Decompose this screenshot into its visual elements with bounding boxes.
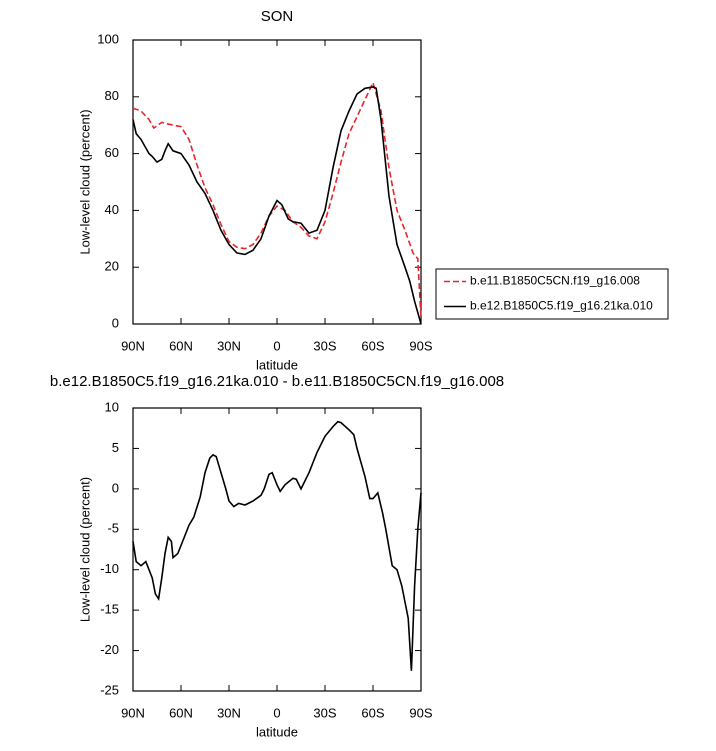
x-tick-label: 60N	[169, 338, 193, 353]
x-tick-label: 90N	[121, 338, 145, 353]
y-tick-label: 100	[97, 31, 119, 46]
data-line	[132, 86, 422, 325]
y-tick-label: 10	[105, 399, 119, 414]
x-tick-label: 90S	[409, 338, 432, 353]
y-tick-label: -10	[100, 561, 119, 576]
x-tick-label: 30N	[217, 705, 241, 720]
y-tick-label: -15	[100, 602, 119, 617]
x-tick-label: 30S	[313, 338, 336, 353]
x-tick-label: 0	[273, 705, 280, 720]
x-tick-label: 30S	[313, 705, 336, 720]
legend-box	[435, 268, 669, 320]
x-axis-label: latitude	[256, 357, 298, 372]
y-axis-label: Low-level cloud (percent)	[77, 109, 92, 254]
chart-title: SON	[261, 8, 294, 25]
x-tick-label: 60S	[361, 705, 384, 720]
y-tick-label: 5	[112, 440, 119, 455]
data-line	[132, 420, 422, 671]
plot-frame	[132, 407, 422, 692]
x-tick-label: 90S	[409, 705, 432, 720]
legend-label: b.e11.B1850C5CN.f19_g16.008	[470, 274, 640, 288]
y-tick-label: 0	[112, 480, 119, 495]
x-tick-label: 30N	[217, 338, 241, 353]
y-tick-label: 80	[105, 88, 119, 103]
y-tick-label: 40	[105, 202, 119, 217]
x-axis-label: latitude	[256, 724, 298, 739]
y-tick-label: -20	[100, 642, 119, 657]
y-tick-label: 20	[105, 259, 119, 274]
y-tick-label: 60	[105, 145, 119, 160]
y-axis-label: Low-level cloud (percent)	[77, 477, 92, 622]
x-tick-label: 90N	[121, 705, 145, 720]
chart-title: b.e12.B1850C5.f19_g16.21ka.010 - b.e11.B…	[50, 373, 504, 390]
x-tick-label: 60S	[361, 338, 384, 353]
plot-frame	[132, 39, 422, 325]
y-tick-label: -5	[107, 521, 119, 536]
x-tick-label: 0	[273, 338, 280, 353]
legend-label: b.e12.B1850C5.f19_g16.21ka.010	[470, 299, 653, 313]
y-tick-label: 0	[112, 315, 119, 330]
x-tick-label: 60N	[169, 705, 193, 720]
y-tick-label: -25	[100, 682, 119, 697]
